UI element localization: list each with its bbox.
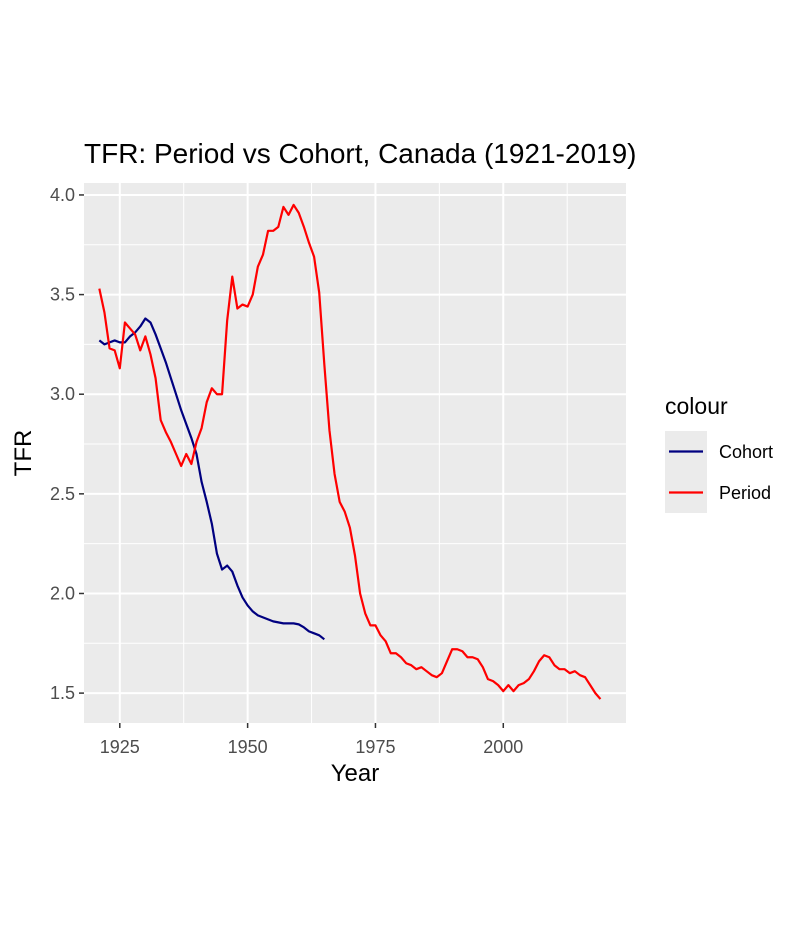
legend-label-period: Period xyxy=(719,483,771,503)
y-tick-label: 4.0 xyxy=(50,185,75,205)
x-axis-tick-labels: 1925 1950 1975 2000 xyxy=(100,737,524,757)
x-tick-label: 1950 xyxy=(228,737,268,757)
series-line-cohort xyxy=(98,317,325,641)
y-tick-label: 1.5 xyxy=(50,683,75,703)
x-tick-label: 1975 xyxy=(355,737,395,757)
legend-label-cohort: Cohort xyxy=(719,442,773,462)
x-tick-label: 1925 xyxy=(100,737,140,757)
y-axis-tick-labels: 1.5 2.0 2.5 3.0 3.5 4.0 xyxy=(50,185,75,703)
x-axis-title: Year xyxy=(331,760,380,787)
minor-gridlines xyxy=(84,183,626,723)
axis-ticks xyxy=(79,194,505,728)
legend-items: Cohort Period xyxy=(665,431,773,513)
y-tick-label: 2.0 xyxy=(50,583,75,603)
y-tick-label: 3.0 xyxy=(50,384,75,404)
x-tick-label: 2000 xyxy=(483,737,523,757)
y-axis-title: TFR xyxy=(10,430,37,477)
plot-panel xyxy=(84,183,626,723)
chart-title: TFR: Period vs Cohort, Canada (1921-2019… xyxy=(84,138,637,169)
legend: colour Cohort Period xyxy=(665,393,773,513)
series-line-period xyxy=(98,203,602,700)
series-lines xyxy=(98,203,602,700)
major-gridlines xyxy=(84,183,626,723)
legend-title: colour xyxy=(665,393,728,419)
y-tick-label: 2.5 xyxy=(50,484,75,504)
y-tick-label: 3.5 xyxy=(50,285,75,305)
